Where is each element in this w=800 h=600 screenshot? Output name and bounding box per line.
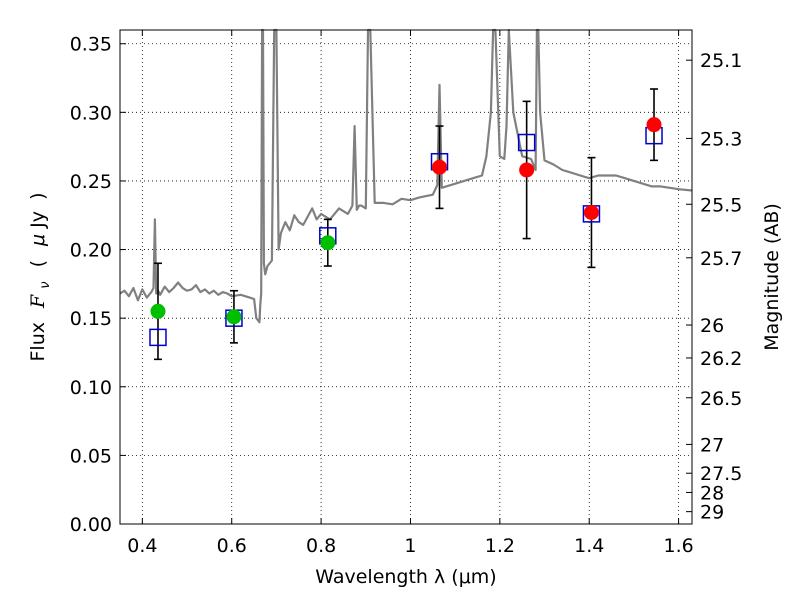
x-tick-label: 1.4: [574, 535, 604, 557]
x-tick-label: 1: [404, 535, 416, 557]
y2-tick-label: 27.5: [700, 463, 742, 485]
y2-tick-label: 25.1: [700, 50, 742, 72]
y2-tick-label: 25.5: [700, 194, 742, 216]
photometry-circle-marker: [226, 309, 242, 325]
y-tick-label: 0.20: [70, 240, 112, 262]
x-tick-label: 1.6: [663, 535, 693, 557]
photometry-circle-marker: [583, 205, 599, 221]
y-axis-title-close-paren: ): [27, 192, 49, 199]
photometry-circle-marker: [432, 159, 448, 175]
y2-tick-label: 25.7: [700, 248, 742, 270]
photometry-circle-marker: [320, 235, 336, 251]
photometry-circle-marker: [646, 117, 662, 133]
y-tick-label: 0.10: [70, 377, 112, 399]
x-tick-label: 0.8: [306, 535, 336, 557]
y-axis-title: Flux F ν ( μ Jy ): [27, 192, 54, 361]
y2-tick-label: 27: [700, 434, 724, 456]
x-tick-label: 1.2: [485, 535, 515, 557]
x-tick-label: 0.6: [217, 535, 247, 557]
y-tick-label: 0.15: [70, 308, 112, 330]
y-axis-title-symbol: F: [27, 294, 49, 309]
photometry-circle-marker: [519, 162, 535, 178]
x-axis-title: Wavelength λ (μm): [315, 566, 496, 588]
x-tick-label: 0.4: [127, 535, 157, 557]
model-spectrum-line: [119, 28, 693, 324]
tick-layer: 0.4 0.6 0.8 1 1.2 1.4 1.6 0.00 0.05 0.10 0.15 0.20 0…: [70, 30, 742, 557]
y2-tick-label: 29: [700, 502, 724, 524]
photometry-circle-marker: [150, 303, 166, 319]
y2-tick-label: 25.3: [700, 128, 742, 150]
y2-tick-label: 26.2: [700, 348, 742, 370]
y-tick-label: 0.00: [70, 514, 112, 536]
marker-layer: [149, 117, 663, 347]
y-tick-label: 0.05: [70, 445, 112, 467]
y-tick-label: 0.30: [70, 102, 112, 124]
photometry-square-marker: [149, 328, 167, 347]
y-axis-title-open-paren: (: [27, 260, 49, 267]
y-axis-title-unit: Jy: [27, 211, 49, 229]
y-tick-label: 0.25: [70, 171, 112, 193]
y-axis-title-subscript: ν: [38, 281, 53, 288]
y2-tick-label: 26.5: [700, 388, 742, 410]
secondary-y-axis-title: Magnitude (AB): [761, 203, 783, 351]
y2-tick-label: 26: [700, 315, 724, 337]
photometry-square-marker: [517, 133, 536, 152]
y-tick-label: 0.35: [70, 34, 112, 56]
plot-frame: [119, 29, 693, 525]
grid-layer: [120, 30, 692, 525]
y-axis-title-mu: μ: [27, 234, 49, 247]
y-axis-title-word: Flux: [27, 322, 49, 362]
spectrum-layer: [119, 28, 693, 324]
y2-tick-label: 28: [700, 482, 724, 504]
